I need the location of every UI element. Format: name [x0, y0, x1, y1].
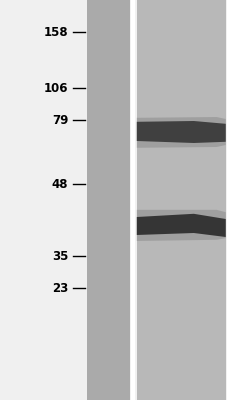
- Bar: [136, 0, 225, 400]
- Text: 35: 35: [52, 250, 68, 262]
- Text: 48: 48: [52, 178, 68, 190]
- Polygon shape: [136, 210, 225, 241]
- Polygon shape: [136, 214, 225, 237]
- Polygon shape: [136, 121, 225, 143]
- Text: 23: 23: [52, 282, 68, 294]
- Text: 79: 79: [52, 114, 68, 126]
- Text: 106: 106: [44, 82, 68, 94]
- Polygon shape: [136, 117, 225, 148]
- Text: 158: 158: [44, 26, 68, 38]
- Bar: [86, 0, 129, 400]
